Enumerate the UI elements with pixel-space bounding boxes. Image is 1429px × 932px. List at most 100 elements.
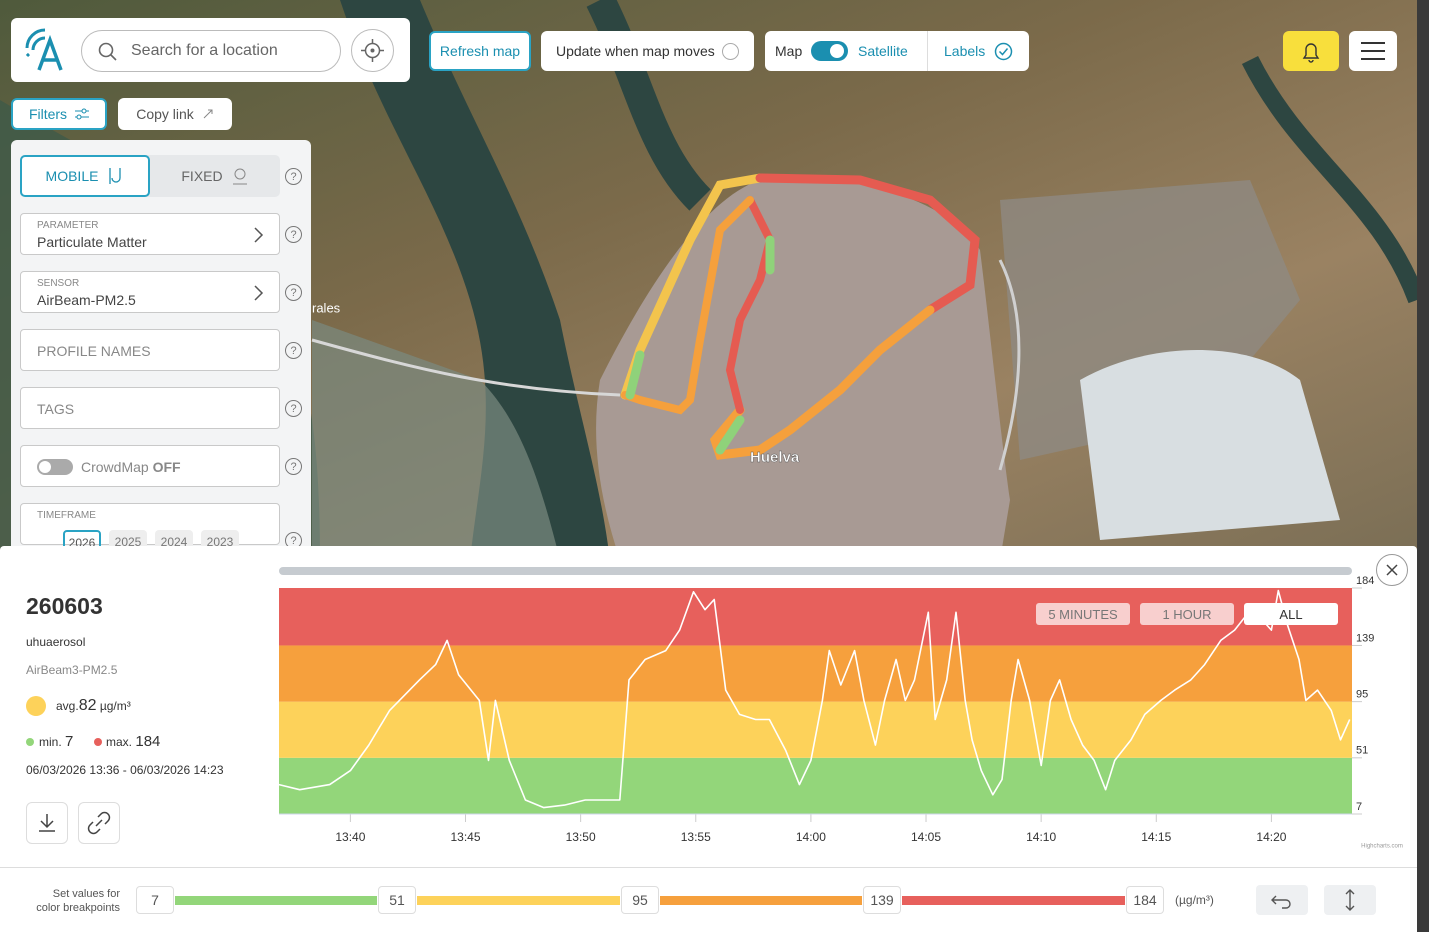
- filters-button[interactable]: Filters: [11, 98, 107, 130]
- divider: [0, 867, 1417, 868]
- locate-icon: [361, 39, 384, 62]
- year[interactable]: 2026: [63, 530, 101, 546]
- max-value: 184: [135, 733, 161, 750]
- fixed-label: FIXED: [181, 168, 223, 184]
- avg-label: avg.: [56, 699, 79, 713]
- map-option[interactable]: Map: [775, 43, 803, 59]
- breakpoint-input[interactable]: 95: [621, 886, 659, 914]
- color-band: [279, 757, 1352, 814]
- breakpoint-input[interactable]: 139: [863, 886, 901, 914]
- share-button[interactable]: [78, 802, 120, 844]
- alerts-button[interactable]: [1283, 31, 1339, 71]
- mobile-tab[interactable]: MOBILE: [20, 155, 150, 197]
- fixed-tab[interactable]: FIXED: [150, 155, 280, 197]
- switch[interactable]: [811, 41, 848, 61]
- labels-option[interactable]: Labels: [944, 43, 986, 59]
- undo-icon: [1271, 895, 1291, 909]
- crowdmap-text: CrowdMap: [81, 459, 149, 475]
- search-icon: [98, 42, 117, 61]
- breakpoint-segment: [660, 896, 862, 905]
- field-label: PARAMETER: [37, 220, 99, 231]
- resize-button[interactable]: [1324, 885, 1376, 915]
- year[interactable]: 2023: [201, 530, 239, 546]
- breakpoint-input[interactable]: 184: [1126, 886, 1164, 914]
- parameter-field[interactable]: PARAMETER Particulate Matter: [20, 213, 280, 255]
- max: max. 184: [106, 733, 160, 750]
- search-card: Search for a location: [11, 18, 410, 82]
- field-value: Particulate Matter: [37, 234, 147, 250]
- help-icon[interactable]: ?: [285, 342, 302, 359]
- search-input[interactable]: Search for a location: [81, 30, 341, 72]
- scrollbar[interactable]: [279, 567, 1352, 575]
- min-dot: [26, 738, 34, 746]
- switch[interactable]: [37, 459, 73, 475]
- breakpoint-input[interactable]: 51: [378, 886, 416, 914]
- link-icon: [87, 811, 111, 835]
- chevron: [254, 285, 264, 301]
- x-tick-label: 13:40: [335, 830, 365, 844]
- mode-toggle: MOBILE FIXED: [20, 155, 280, 197]
- map-label: rales: [312, 300, 341, 315]
- download-button[interactable]: [26, 802, 68, 844]
- x-tick-label: 14:15: [1141, 830, 1171, 844]
- crowdmap-label: CrowdMap OFF: [81, 459, 181, 475]
- switch-knob: [830, 44, 844, 58]
- y-tick-label: 139: [1356, 632, 1374, 644]
- max-label: max.: [106, 735, 133, 749]
- session-profile: uhuaerosol: [26, 635, 86, 649]
- x-tick-label: 14:00: [796, 830, 826, 844]
- breakpoint-segment: [902, 896, 1125, 905]
- year[interactable]: 2024: [155, 530, 193, 546]
- close-icon: [1386, 564, 1398, 576]
- year[interactable]: 2025: [109, 530, 147, 546]
- refresh-button[interactable]: Refresh map: [429, 31, 531, 71]
- range-button[interactable]: ALL: [1244, 603, 1338, 625]
- field-label: SENSOR: [37, 278, 80, 289]
- help-icon[interactable]: ?: [285, 532, 302, 546]
- sensor-field[interactable]: SENSOR AirBeam-PM2.5: [20, 271, 280, 313]
- tags-field[interactable]: TAGS: [20, 387, 280, 429]
- timeframe-field[interactable]: TIMEFRAME 2026 2025 2024 2023: [20, 503, 280, 546]
- sliders-icon: [75, 108, 90, 120]
- caption-line: color breakpoints: [36, 902, 120, 914]
- checkbox: [722, 43, 739, 60]
- copy-link-button[interactable]: Copy link: [118, 98, 232, 130]
- y-tick-label: 95: [1356, 689, 1368, 701]
- range-button[interactable]: 1 HOUR: [1140, 603, 1234, 625]
- y-tick-label: 184: [1356, 575, 1374, 587]
- copy-link-label: Copy link: [136, 106, 194, 122]
- close-button[interactable]: [1376, 554, 1408, 586]
- help-icon[interactable]: ?: [285, 226, 302, 243]
- help-icon[interactable]: ?: [285, 284, 302, 301]
- help-icon[interactable]: ?: [285, 458, 302, 475]
- satellite-option[interactable]: Satellite: [858, 43, 908, 59]
- session-id: 260603: [26, 593, 103, 619]
- unit: µg/m³: [99, 699, 131, 713]
- profile-field[interactable]: PROFILE NAMES: [20, 329, 280, 371]
- filters-panel: MOBILE FIXED ? PARAMETER Particulate Matt…: [11, 140, 311, 546]
- range-button[interactable]: 5 MINUTES: [1036, 603, 1130, 625]
- check-icon: [994, 42, 1013, 61]
- breakpoint-segment: [417, 896, 620, 905]
- map-label: Huelva: [750, 449, 800, 466]
- y-tick-label: 7: [1356, 801, 1362, 813]
- update-toggle[interactable]: Update when map moves: [541, 31, 754, 71]
- breakpoint-caption: Set values for color breakpoints: [0, 887, 120, 915]
- crowdmap-field[interactable]: CrowdMap OFF: [20, 445, 280, 487]
- menu-button[interactable]: [1349, 31, 1397, 71]
- divider: [927, 31, 928, 71]
- min-value: 7: [65, 733, 74, 750]
- mobile-label: MOBILE: [45, 168, 99, 184]
- locate-button[interactable]: [351, 29, 394, 72]
- help-icon[interactable]: ?: [285, 168, 302, 185]
- x-tick-label: 14:10: [1026, 830, 1056, 844]
- x-tick-label: 13:55: [681, 830, 711, 844]
- fixed-icon: [232, 168, 247, 185]
- chevron: [254, 227, 264, 243]
- field-placeholder: PROFILE NAMES: [37, 343, 151, 359]
- help-icon[interactable]: ?: [285, 400, 302, 417]
- field-placeholder: TAGS: [37, 401, 75, 417]
- breakpoint-unit: (µg/m³): [1175, 893, 1214, 907]
- reset-button[interactable]: [1256, 885, 1308, 915]
- breakpoint-input[interactable]: 7: [136, 886, 174, 914]
